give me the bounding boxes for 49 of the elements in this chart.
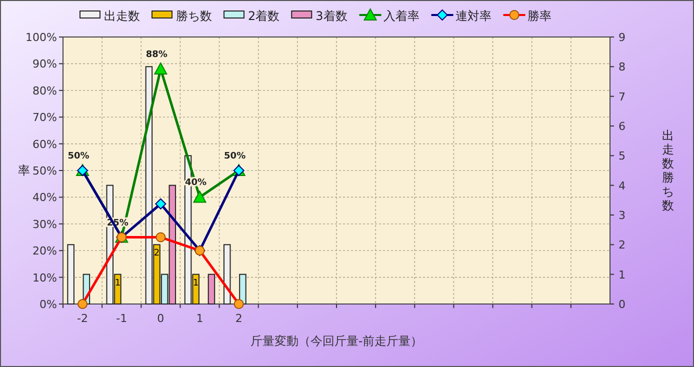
y-tick-label: 60% <box>32 138 57 151</box>
y-tick-label: 0% <box>40 298 57 311</box>
y-tick-label: 70% <box>32 111 57 124</box>
y-tick-label: 30% <box>32 218 57 231</box>
legend-label: 勝率 <box>527 9 552 23</box>
data-label: 2 <box>154 248 160 259</box>
data-label: 50% <box>224 152 246 162</box>
y2-tick-label: 6 <box>618 120 626 133</box>
y2-tick-label: 7 <box>618 90 626 104</box>
legend-label: 3着数 <box>316 9 348 23</box>
x-axis-title: 斤量変動（今回斤量-前走斤量） <box>250 334 423 348</box>
bar <box>223 244 231 304</box>
legend-label: 勝ち数 <box>176 9 212 23</box>
y2-tick-label: 4 <box>618 179 626 192</box>
x-tick-label: -1 <box>116 312 128 325</box>
legend-label: 2着数 <box>248 9 280 23</box>
x-tick-label: 2 <box>235 312 242 325</box>
bar <box>67 244 74 304</box>
y-tick-label: 40% <box>32 191 57 204</box>
data-label: 50% <box>68 152 90 162</box>
y2-axis-title: 出走数勝ち数 <box>662 128 674 212</box>
y2-tick-label: 0 <box>618 298 626 311</box>
y-tick-label: 50% <box>32 164 57 178</box>
point <box>155 198 166 210</box>
data-label: 88% <box>146 50 168 60</box>
x-tick-label: 0 <box>157 312 164 325</box>
legend-label: 連対率 <box>455 9 492 23</box>
y2-tick-label: 9 <box>618 31 626 44</box>
legend-label: 入着率 <box>383 9 420 23</box>
y-axis-title: 率 <box>18 164 30 178</box>
x-tick-label: 1 <box>196 312 204 325</box>
bar <box>239 274 246 304</box>
legend-label: 出走数 <box>104 9 140 23</box>
bar <box>208 274 216 304</box>
y2-tick-label: 1 <box>618 268 626 282</box>
point <box>193 190 206 203</box>
y-tick-label: 20% <box>32 244 57 258</box>
y-tick-label: 80% <box>32 84 57 98</box>
data-label: 1 <box>114 278 121 288</box>
y2-tick-label: 8 <box>618 60 626 74</box>
y-tick-label: 10% <box>32 271 57 284</box>
y-tick-label: 90% <box>32 58 57 71</box>
y2-tick-label: 3 <box>618 209 626 222</box>
data-label: 1 <box>192 278 199 288</box>
point <box>154 62 168 75</box>
y2-tick-label: 5 <box>618 150 626 163</box>
y-tick-label: 100% <box>26 31 57 44</box>
y2-tick-label: 2 <box>618 238 626 252</box>
x-tick-label: -2 <box>77 312 88 325</box>
